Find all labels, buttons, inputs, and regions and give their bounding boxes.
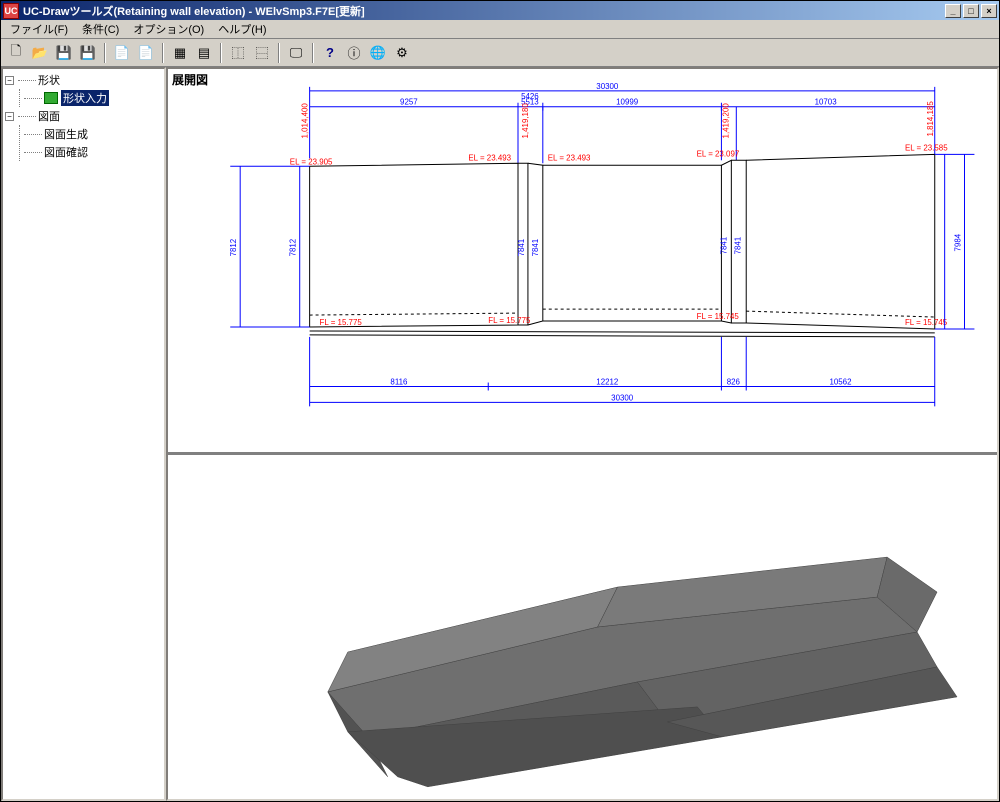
svg-text:FL = 15.775: FL = 15.775 bbox=[488, 316, 531, 325]
svg-text:10999: 10999 bbox=[616, 98, 639, 107]
svg-text:7812: 7812 bbox=[229, 239, 238, 257]
tree-node-shape-input[interactable]: 形状入力 bbox=[24, 89, 162, 107]
info-button[interactable]: ⓘ bbox=[343, 42, 365, 64]
tree-node-drawing[interactable]: − 図面 bbox=[5, 107, 162, 125]
menu-help[interactable]: ヘルプ(H) bbox=[211, 19, 273, 39]
new-button[interactable]: 🗋 bbox=[5, 42, 27, 64]
svg-text:12212: 12212 bbox=[596, 378, 618, 387]
render-pane[interactable] bbox=[168, 455, 997, 799]
svg-text:FL = 15.775: FL = 15.775 bbox=[320, 318, 363, 327]
maximize-button[interactable]: □ bbox=[963, 4, 979, 18]
tree-panel[interactable]: − 形状 形状入力 − 図面 図面生成 図面確認 bbox=[1, 67, 166, 801]
grid2-button[interactable]: ▤ bbox=[193, 42, 215, 64]
web2-button[interactable]: ⚙ bbox=[391, 42, 413, 64]
svg-text:9257: 9257 bbox=[400, 98, 418, 107]
svg-text:EL = 23.905: EL = 23.905 bbox=[290, 157, 333, 166]
tree-node-generate[interactable]: 図面生成 bbox=[24, 125, 162, 143]
tree-node-shape[interactable]: − 形状 bbox=[5, 71, 162, 89]
main-area: − 形状 形状入力 − 図面 図面生成 図面確認 bbox=[1, 67, 999, 801]
window-title: UC-Drawツールズ(Retaining wall elevation) - … bbox=[23, 3, 945, 19]
svg-text:1,419,180: 1,419,180 bbox=[521, 103, 530, 139]
menu-conditions[interactable]: 条件(C) bbox=[75, 19, 126, 39]
svg-text:EL = 23.493: EL = 23.493 bbox=[548, 153, 591, 162]
menu-file[interactable]: ファイル(F) bbox=[3, 19, 75, 39]
svg-text:7812: 7812 bbox=[289, 239, 298, 257]
menu-options[interactable]: オプション(O) bbox=[126, 19, 211, 39]
svg-text:1,814,185: 1,814,185 bbox=[926, 101, 935, 137]
titlebar: UC UC-Drawツールズ(Retaining wall elevation)… bbox=[1, 1, 999, 20]
svg-text:FL = 15.745: FL = 15.745 bbox=[905, 318, 948, 327]
minimize-button[interactable]: _ bbox=[945, 4, 961, 18]
svg-text:EL = 23.585: EL = 23.585 bbox=[905, 143, 948, 152]
svg-text:10562: 10562 bbox=[829, 378, 851, 387]
expand-icon[interactable]: − bbox=[5, 76, 14, 85]
svg-text:826: 826 bbox=[727, 378, 741, 387]
svg-text:7841: 7841 bbox=[531, 238, 540, 256]
svg-text:7841: 7841 bbox=[733, 236, 742, 254]
tree-label: 形状 bbox=[38, 72, 60, 88]
menubar: ファイル(F) 条件(C) オプション(O) ヘルプ(H) bbox=[1, 20, 999, 39]
close-button[interactable]: × bbox=[981, 4, 997, 18]
doc1-button[interactable]: 📄 bbox=[111, 42, 133, 64]
svg-text:7984: 7984 bbox=[954, 233, 963, 251]
svg-text:EL = 23.493: EL = 23.493 bbox=[468, 153, 511, 162]
grid1-button[interactable]: ▦ bbox=[169, 42, 191, 64]
web1-button[interactable]: 🌐 bbox=[367, 42, 389, 64]
drawing-title: 展開図 bbox=[172, 71, 208, 88]
svg-text:10703: 10703 bbox=[815, 98, 838, 107]
tree-label: 図面生成 bbox=[44, 126, 88, 142]
toolbar-separator bbox=[220, 43, 222, 63]
tree-item-icon bbox=[44, 92, 58, 104]
save-button[interactable]: 💾 bbox=[53, 42, 75, 64]
window-buttons: _ □ × bbox=[945, 4, 997, 18]
toolbar-separator bbox=[312, 43, 314, 63]
toolbar-separator bbox=[104, 43, 106, 63]
elevation-drawing: 30300 9257 5426 5513 10999 10703 bbox=[168, 69, 997, 452]
app-icon: UC bbox=[3, 3, 19, 19]
svg-text:8116: 8116 bbox=[390, 378, 408, 387]
expand-icon[interactable]: − bbox=[5, 112, 14, 121]
svg-text:FL = 15.745: FL = 15.745 bbox=[697, 312, 740, 321]
tree-label: 図面 bbox=[38, 108, 60, 124]
open-button[interactable]: 📂 bbox=[29, 42, 51, 64]
save-as-button[interactable]: 💾 bbox=[77, 42, 99, 64]
tile-v-button[interactable]: ⿱ bbox=[251, 42, 273, 64]
tree-label: 形状入力 bbox=[61, 90, 109, 106]
svg-text:30300: 30300 bbox=[611, 393, 634, 402]
svg-text:EL = 23.097: EL = 23.097 bbox=[697, 149, 740, 158]
toolbar: 🗋 📂 💾 💾 📄 📄 ▦ ▤ ⿰ ⿱ 🖵 ? ⓘ 🌐 ⚙ bbox=[1, 39, 999, 67]
svg-text:1,014,400: 1,014,400 bbox=[301, 103, 310, 139]
render-3d bbox=[168, 455, 997, 799]
help-button[interactable]: ? bbox=[319, 42, 341, 64]
content-area: 展開図 30300 9257 5426 5513 10999 10703 bbox=[166, 67, 999, 801]
doc2-button[interactable]: 📄 bbox=[135, 42, 157, 64]
tree-node-confirm[interactable]: 図面確認 bbox=[24, 143, 162, 161]
svg-text:1,419,200: 1,419,200 bbox=[721, 103, 730, 139]
tile-h-button[interactable]: ⿰ bbox=[227, 42, 249, 64]
toolbar-separator bbox=[278, 43, 280, 63]
svg-text:30300: 30300 bbox=[596, 82, 619, 91]
toolbar-separator bbox=[162, 43, 164, 63]
svg-text:7841: 7841 bbox=[719, 236, 728, 254]
tree-label: 図面確認 bbox=[44, 144, 88, 160]
drawing-pane[interactable]: 展開図 30300 9257 5426 5513 10999 10703 bbox=[168, 69, 997, 455]
monitor-button[interactable]: 🖵 bbox=[285, 42, 307, 64]
svg-text:7841: 7841 bbox=[517, 238, 526, 256]
